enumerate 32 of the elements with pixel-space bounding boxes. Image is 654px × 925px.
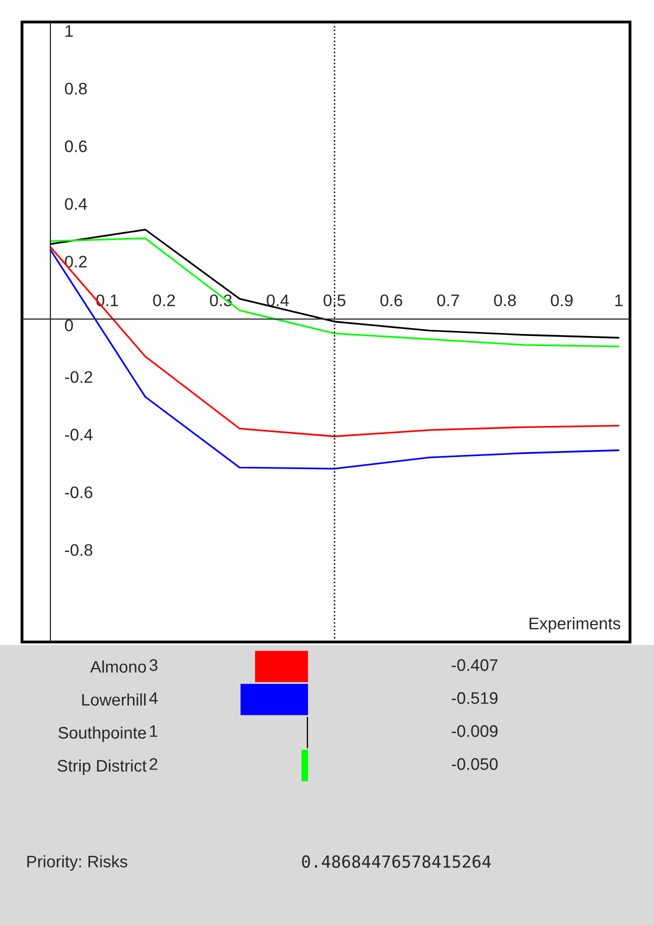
x-tick-label: 1	[615, 294, 622, 306]
x-axis-title: Experiments	[530, 617, 620, 633]
y-tick-label: 0	[64, 319, 73, 332]
y-tick-label: Strip District	[58, 759, 147, 775]
x-tick-label: 0.8	[494, 294, 516, 306]
y-tick-label: 1	[66, 25, 73, 37]
y-tick-label: -0.4	[65, 428, 93, 441]
y-tick-label: Southpointe	[58, 726, 146, 742]
y-tick-label: -0.6	[65, 486, 92, 498]
y-tick-label: 0.6	[64, 140, 87, 152]
x-tick-label: 0.5	[324, 294, 346, 306]
x-tick-label: 0.9	[550, 294, 573, 306]
y-tick-label: Almono	[90, 660, 146, 673]
text: 0.48684476578415264	[302, 855, 491, 868]
y-tick-label: 0.8	[64, 82, 87, 95]
x-tick-label: 0.7	[437, 294, 459, 306]
x-tick-label: 0.6	[380, 294, 402, 306]
text: 1	[150, 725, 158, 737]
data-label: -0.519	[452, 692, 498, 704]
data-label: -0.407	[452, 659, 498, 671]
text: Priority: Risks	[27, 855, 128, 871]
x-tick-label: 0.2	[153, 294, 175, 306]
y-tick-label: Lowerhill	[82, 693, 146, 706]
y-tick-label: 0.4	[64, 198, 87, 210]
x-tick-label: 0.4	[266, 294, 289, 306]
text: 4	[149, 692, 158, 704]
data-label: -0.050	[452, 758, 498, 770]
data-label: -0.009	[452, 725, 498, 737]
text: 3	[150, 659, 158, 671]
y-tick-label: -0.2	[65, 371, 92, 383]
y-tick-label: -0.8	[65, 544, 92, 556]
text: 2	[150, 758, 158, 770]
